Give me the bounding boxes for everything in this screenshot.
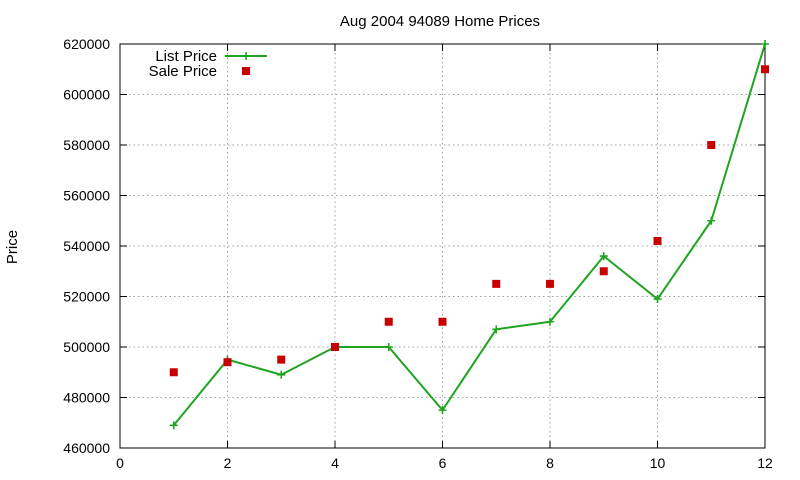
data-point-sale-price: [707, 141, 716, 149]
data-point-list-price: [546, 317, 554, 326]
y-tick-label: 560000: [63, 188, 110, 204]
data-point-sale-price: [492, 279, 501, 288]
data-point-list-price: [492, 325, 501, 334]
y-tick-label: 540000: [63, 238, 110, 254]
data-point-sale-price: [331, 343, 339, 351]
y-tick-label: 460000: [63, 440, 110, 456]
series-sale-price: [169, 65, 769, 377]
x-tick-label: 2: [224, 455, 232, 471]
legend-marker-sale-price: [242, 67, 250, 75]
data-point-list-price: [599, 252, 608, 261]
x-tick-label: 12: [757, 455, 773, 471]
data-point-sale-price: [277, 355, 286, 364]
x-tick-label: 0: [116, 455, 124, 471]
data-point-list-price: [438, 406, 447, 415]
x-tick-label: 6: [439, 455, 447, 471]
legend: List Price Sale Price: [149, 48, 267, 80]
data-point-list-price: [169, 421, 178, 430]
y-axis-title: Price: [4, 230, 21, 264]
y-tick-label: 620000: [63, 36, 110, 52]
data-point-sale-price: [223, 358, 232, 367]
y-tick-label: 480000: [63, 390, 110, 406]
legend-marker-list-price: [242, 52, 250, 60]
legend-label-list-price: List Price: [155, 48, 217, 65]
series: [169, 40, 769, 430]
y-tick-label: 500000: [63, 339, 110, 355]
data-point-sale-price: [761, 65, 769, 74]
axis-ticks: 460000 480000 500000 520000 540000 560000 5800…: [63, 36, 773, 471]
y-tick-label: 520000: [63, 289, 110, 305]
x-tick-label: 8: [546, 455, 554, 471]
data-point-sale-price: [599, 267, 608, 276]
data-point-list-price: [761, 40, 769, 48]
legend-label-sale-price: Sale Price: [149, 63, 217, 80]
data-point-sale-price: [384, 317, 393, 326]
data-point-sale-price: [653, 236, 662, 245]
y-tick-label: 580000: [63, 137, 110, 153]
data-point-list-price: [277, 370, 286, 379]
data-point-sale-price: [169, 368, 178, 377]
data-point-list-price: [653, 295, 662, 304]
x-tick-label: 4: [331, 455, 339, 471]
data-point-sale-price: [546, 279, 554, 288]
data-point-list-price: [707, 216, 716, 225]
x-tick-label: 10: [650, 455, 666, 471]
data-point-list-price: [384, 343, 393, 351]
chart-title: Aug 2004 94089 Home Prices: [340, 13, 540, 30]
y-tick-label: 600000: [63, 87, 110, 103]
data-point-sale-price: [438, 317, 447, 326]
series-line-list-price: [172, 43, 766, 426]
